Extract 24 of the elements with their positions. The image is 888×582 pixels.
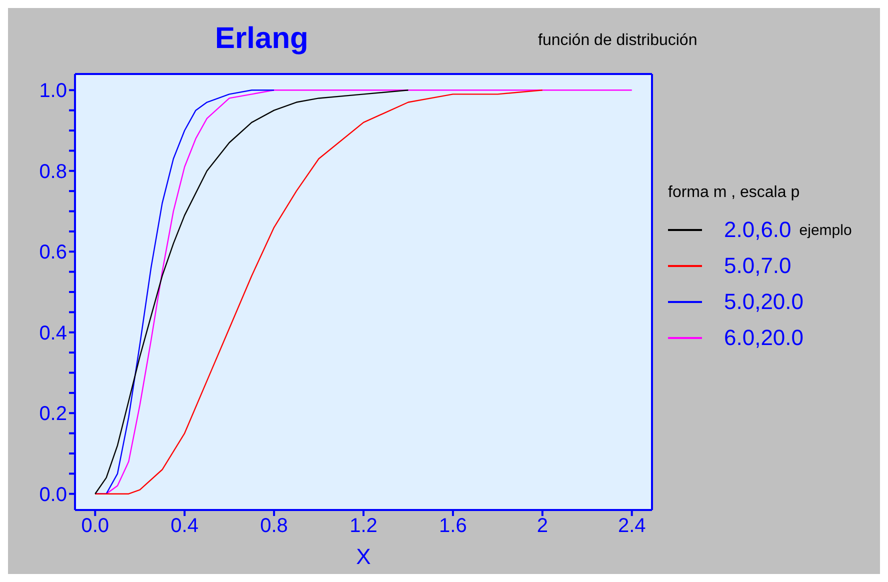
legend-label: 5.0,20.0 xyxy=(724,289,804,315)
x-tick-label: 0.4 xyxy=(170,515,198,538)
y-tick-label: 1.0 xyxy=(39,80,67,102)
x-tick-label: 1.6 xyxy=(439,515,467,538)
x-tick-label: 0.8 xyxy=(260,515,288,538)
x-tick-label: 2.4 xyxy=(618,515,646,538)
line-series xyxy=(94,90,409,494)
y-tick-label: 0.6 xyxy=(39,242,67,264)
legend-label: 2.0,6.0 xyxy=(724,217,792,243)
y-tick-label: 0.0 xyxy=(39,484,67,506)
chart-title: Erlang xyxy=(215,22,308,56)
x-tick-label: 2 xyxy=(536,515,548,538)
y-tick-label: 0.2 xyxy=(39,403,67,426)
x-tick-label: 0.0 xyxy=(81,515,110,538)
line-series xyxy=(94,90,544,494)
chart-subtitle: función de distribución xyxy=(538,32,698,50)
legend-label: 5.0,7.0 xyxy=(724,253,792,279)
text: ejemplo xyxy=(799,222,852,238)
y-tick-label: 0.4 xyxy=(39,322,67,344)
legend-title: forma m , escala p xyxy=(668,184,801,202)
x-axis-title: X xyxy=(356,544,372,569)
x-tick-label: 1.2 xyxy=(350,515,378,538)
legend-label: 6.0,20.0 xyxy=(724,325,804,351)
y-tick-label: 0.8 xyxy=(39,160,67,183)
